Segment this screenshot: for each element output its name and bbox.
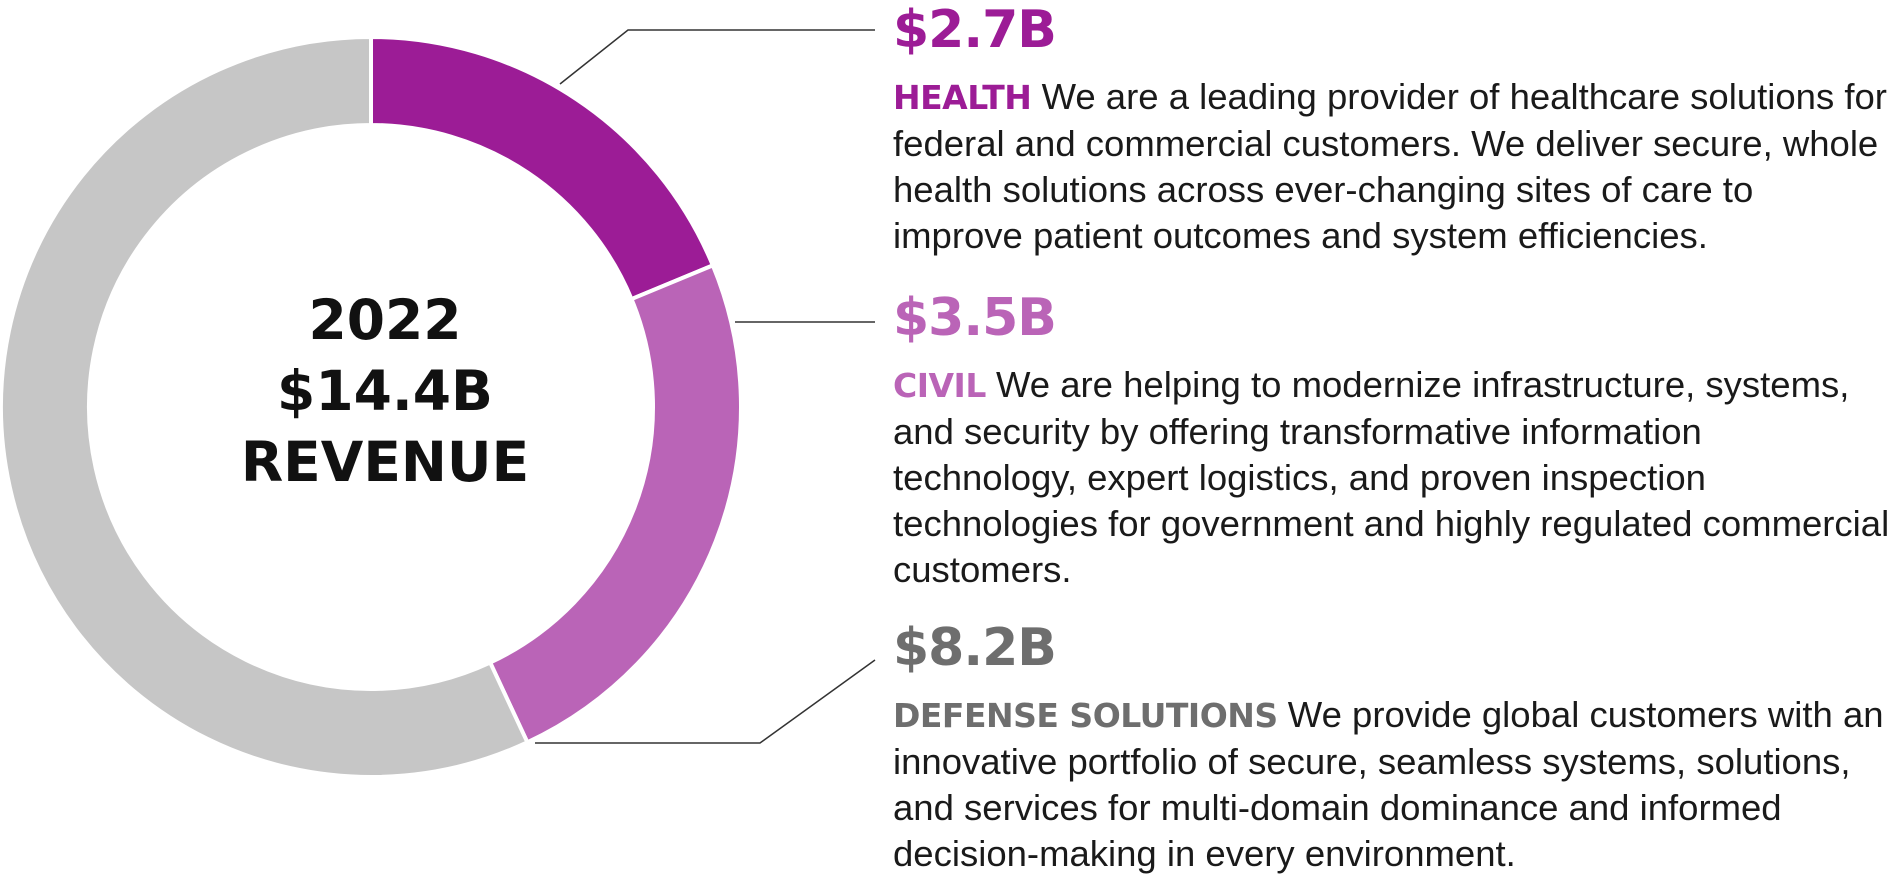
- donut-center-label: 2022 $14.4B REVENUE: [185, 285, 585, 498]
- segment-civil-description: We are helping to modernize infrastructu…: [893, 364, 1890, 590]
- donut-slice-defense: [0, 34, 531, 779]
- center-total: $14.4B: [277, 359, 493, 423]
- center-caption: REVENUE: [240, 430, 530, 494]
- donut-slice-civil: [487, 262, 743, 745]
- center-year: 2022: [308, 288, 462, 352]
- leader-line-health: [559, 29, 875, 85]
- segment-health-value: $2.7B: [893, 0, 1057, 60]
- segment-civil-value: $3.5B: [893, 288, 1057, 348]
- segment-health: $2.7B HEALTH We are a leading provider o…: [893, 0, 1893, 259]
- leader-lines: [535, 29, 876, 744]
- segment-defense-description: We provide global customers with an inno…: [893, 694, 1884, 874]
- segment-health-name: HEALTH: [893, 78, 1032, 117]
- segment-civil-name: CIVIL: [893, 366, 986, 405]
- leader-line-defense: [535, 659, 876, 744]
- segment-defense: $8.2B DEFENSE SOLUTIONS We provide globa…: [893, 618, 1893, 877]
- segment-defense-name: DEFENSE SOLUTIONS: [893, 696, 1278, 735]
- segment-health-text: HEALTH We are a leading provider of heal…: [893, 74, 1893, 259]
- segment-health-description: We are a leading provider of healthcare …: [893, 76, 1887, 256]
- donut-slice-health: [369, 34, 716, 302]
- donut-slices: [0, 34, 743, 779]
- segment-civil-text: CIVIL We are helping to modernize infras…: [893, 362, 1893, 593]
- segment-civil: $3.5B CIVIL We are helping to modernize …: [893, 288, 1893, 593]
- segment-defense-text: DEFENSE SOLUTIONS We provide global cust…: [893, 692, 1893, 877]
- segment-defense-value: $8.2B: [893, 618, 1057, 678]
